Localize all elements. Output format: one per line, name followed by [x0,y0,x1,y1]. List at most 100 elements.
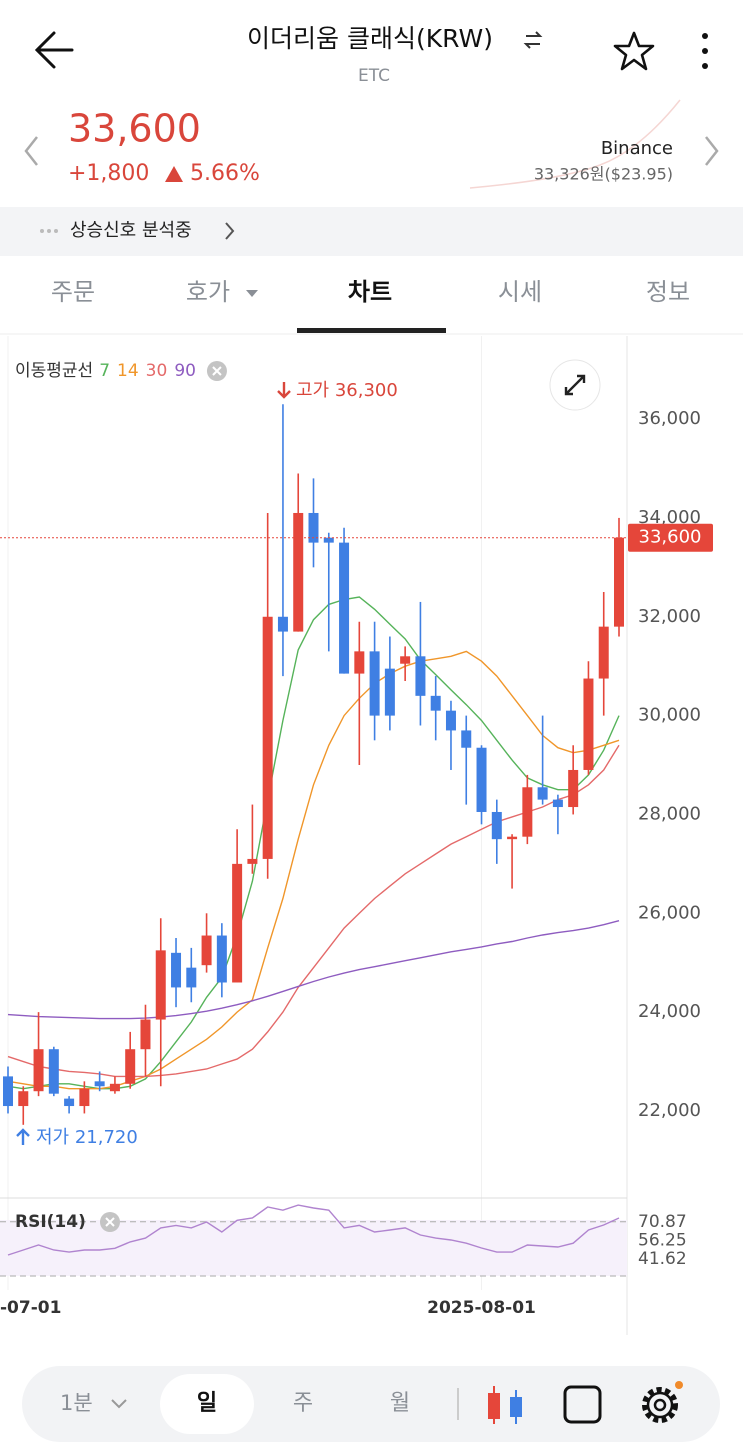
candle-body [415,656,426,696]
candle-body [323,537,334,543]
candle-body [445,710,456,731]
tab[interactable]: 주문 [51,278,95,306]
candle-body [568,769,579,808]
candle-body [171,952,182,988]
settings-button[interactable] [642,1381,683,1423]
candle-body [308,512,319,543]
candle-body [537,787,548,800]
candle-body [109,1083,120,1092]
candle-body [216,935,227,983]
candle-body [201,935,212,966]
up-triangle [165,166,183,182]
candle-body [232,863,243,983]
candle-body [48,1049,59,1094]
candle-body [79,1088,90,1107]
rsi-close-x [105,1217,115,1227]
rsi-tick-label: 41.62 [638,1249,687,1269]
candle-body [277,616,288,632]
rsi-label: RSI(14) [15,1212,86,1232]
candle-body [64,1098,75,1107]
back-button[interactable] [34,31,74,69]
swap-icon[interactable] [523,31,543,49]
signal-chevron [225,222,235,240]
candle-body [430,695,441,711]
candle-body [94,1081,105,1087]
x-tick-label: 2025-08-01 [427,1298,536,1318]
period[interactable]: 일 [197,1391,217,1416]
ma-legend-item: 14 [117,361,139,381]
moving-average-line [7,650,620,1090]
moving-average-line [7,920,620,1020]
legend-close-x [212,366,222,376]
candle-body [33,1049,44,1092]
change-rate: 5.66% [190,161,260,186]
next-chevron[interactable] [705,136,719,166]
low-label: 저가 21,720 [36,1127,138,1148]
high-arrow [277,382,291,399]
period-pill [160,1374,254,1434]
candle-body [552,799,563,808]
tab[interactable]: 차트 [348,278,392,306]
prev-chevron[interactable] [24,136,38,166]
candle-body [18,1091,29,1107]
candle-body [354,651,365,674]
candle-body [3,1076,13,1107]
ma-legend-label: 이동평균선 [15,361,93,381]
y-tick-label: 28,000 [638,803,701,824]
candle-body [522,787,533,837]
ma-legend: 7 14 30 90 [99,361,227,381]
candle-body [384,668,395,716]
signal-text: 상승신호 분석중 [70,220,192,241]
title: 이더리움 클래식(KRW) [247,24,493,53]
candle-body [369,651,380,716]
candle-body [491,811,502,840]
y-tick-label: 36,000 [638,408,701,429]
y-tick-label: 26,000 [638,902,701,923]
low-arrow [16,1128,30,1145]
candle-body [614,537,624,627]
current-price: 33,600 [68,107,201,151]
sparkline [469,99,681,189]
interval-chevron [111,1399,127,1409]
candle-body [125,1049,136,1084]
ma-legend-item: 30 [146,361,168,381]
drawing-button[interactable] [563,1385,602,1424]
more-menu[interactable] [702,33,708,69]
period[interactable]: 주 [293,1391,313,1416]
last-price-tag [628,523,713,552]
candle-type-button[interactable] [488,1386,522,1424]
last-price-label: 33,600 [639,527,702,548]
exchange-name: Binance [601,138,673,159]
y-tick-label: 34,000 [638,507,701,528]
period[interactable]: 월 [390,1391,410,1416]
symbol: ETC [358,66,390,86]
candle-body [476,747,487,812]
rsi-band [0,1220,627,1276]
price-change: +1,800 [68,161,149,186]
y-tick-label: 30,000 [638,705,701,726]
moving-average-line [7,744,620,1078]
tab-dropdown [246,290,258,297]
high-label: 고가 36,300 [296,380,398,401]
candle-body [293,512,304,632]
tab[interactable]: 시세 [498,278,542,306]
signal-dots [40,229,58,233]
ma-legend-item: 7 [99,361,110,381]
moving-average-line [7,596,620,1090]
favorite-star[interactable] [613,31,655,71]
tab[interactable]: 정보 [646,278,690,306]
candle-body [400,656,411,664]
candle-body [186,967,197,988]
tabs: 주문 호가 차트 시세 정보 [51,278,690,333]
tab[interactable]: 호가 [186,278,230,306]
expand-icon [564,374,586,396]
candle-body [598,626,609,679]
rsi-tick-label: 70.87 [638,1212,687,1232]
interval[interactable]: 1분 [60,1391,93,1415]
candle-body [140,1019,151,1050]
candle-body [262,616,273,859]
signal-bar[interactable] [0,207,743,256]
